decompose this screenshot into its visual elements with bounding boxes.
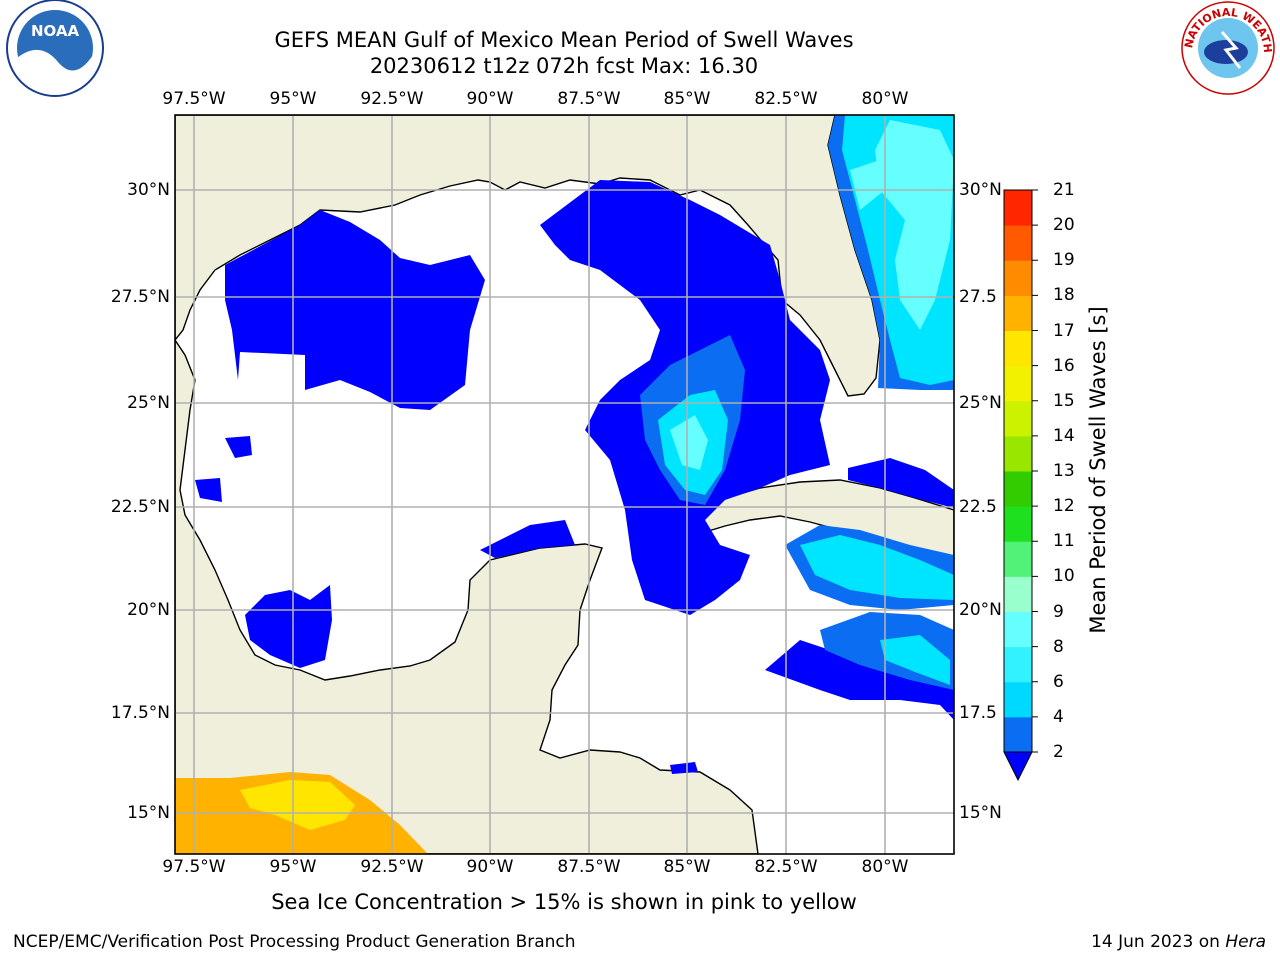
- colorbar: [1003, 189, 1038, 782]
- lat-label: 25°N: [959, 393, 1002, 413]
- colorbar-tick-label: 21: [1053, 180, 1075, 200]
- lat-label: 27.5: [959, 287, 997, 307]
- svg-text:NOAA: NOAA: [31, 22, 80, 40]
- colorbar-tick-label: 13: [1053, 461, 1075, 481]
- map-title: GEFS MEAN Gulf of Mexico Mean Period of …: [274, 28, 854, 52]
- lat-label: 15°N: [959, 803, 1002, 823]
- lon-label: 97.5°W: [162, 857, 226, 877]
- lon-label: 90°W: [466, 857, 514, 877]
- colorbar-segment: [1004, 190, 1032, 226]
- colorbar-segment: [1004, 576, 1032, 612]
- lat-label: 17.5°N: [110, 703, 170, 723]
- footer-timestamp: 14 Jun 2023 on Hera: [1091, 932, 1266, 952]
- map-frame: [174, 114, 955, 855]
- lon-label: 82.5°W: [754, 857, 818, 877]
- lon-label: 82.5°W: [754, 89, 818, 109]
- colorbar-segment: [1004, 295, 1032, 331]
- colorbar-segment: [1004, 400, 1032, 437]
- colorbar-segment: [1004, 365, 1032, 402]
- colorbar-segment: [1004, 260, 1032, 296]
- lon-label: 92.5°W: [360, 89, 424, 109]
- colorbar-segment: [1004, 435, 1032, 472]
- lon-label: 92.5°W: [360, 857, 424, 877]
- colorbar-tick-label: 8: [1053, 636, 1064, 657]
- colorbar-segment: [1004, 225, 1032, 261]
- lon-label: 90°W: [466, 89, 514, 109]
- lon-label: 97.5°W: [162, 89, 226, 109]
- colorbar-tick-label: 17: [1053, 320, 1075, 341]
- lon-label: 87.5°W: [557, 857, 621, 877]
- colorbar-segment: [1004, 646, 1032, 683]
- map-subtitle: 20230612 t12z 072h fcst Max: 16.30: [369, 54, 759, 78]
- lat-label: 20°N: [127, 600, 170, 620]
- colorbar-tick-label: 6: [1053, 671, 1064, 692]
- lon-label: 87.5°W: [557, 89, 621, 109]
- colorbar-segment: [1004, 681, 1032, 718]
- lat-label: 22.5°N: [110, 497, 170, 517]
- swell-period-8s: [670, 120, 954, 470]
- lon-label: 80°W: [861, 89, 909, 109]
- lon-label: 85°W: [663, 857, 711, 877]
- ice-note: Sea Ice Concentration > 15% is shown in …: [271, 890, 857, 914]
- colorbar-tick-label: 18: [1053, 285, 1075, 306]
- svg-text:NATIONAL WEATHER SERVICE: NATIONAL WEATHER SERVICE: [0, 0, 1274, 53]
- colorbar-tick-label: 12: [1053, 496, 1075, 517]
- nws-logo: NATIONAL WEATHER SERVICE: [0, 0, 1275, 95]
- colorbar-tick-label: 11: [1053, 531, 1075, 552]
- lat-label: 15°N: [127, 803, 170, 823]
- colorbar-tick-label: 19: [1053, 250, 1075, 271]
- colorbar-tick-label: 20: [1053, 215, 1075, 236]
- colorbar-extend-arrow: [1003, 751, 1033, 782]
- lat-label: 22.5: [959, 497, 997, 517]
- footer-credit: NCEP/EMC/Verification Post Processing Pr…: [13, 932, 576, 952]
- noaa-logo: NOAA: [6, 0, 104, 97]
- colorbar-tick-label: 2: [1053, 742, 1064, 762]
- lat-label: 27.5°N: [110, 287, 170, 307]
- colorbar-segment: [1004, 506, 1032, 542]
- colorbar-segment: [1004, 541, 1032, 577]
- colorbar-segment: [1004, 716, 1032, 753]
- lat-label: 25°N: [127, 393, 170, 413]
- lat-label: 17.5: [959, 703, 997, 723]
- colorbar-tick-label: 4: [1053, 706, 1064, 727]
- ice-region-yellow: [240, 780, 355, 830]
- colorbar-tick-label: 10: [1053, 566, 1075, 587]
- colorbar-tick-label: 9: [1053, 601, 1064, 622]
- graticule: [175, 115, 954, 854]
- colorbar-segment: [1004, 611, 1032, 648]
- colorbar-segment: [1004, 471, 1032, 507]
- land-mexico: [175, 338, 759, 854]
- colorbar-tick-label: 16: [1053, 355, 1075, 376]
- colorbar-label: Mean Period of Swell Waves [s]: [1086, 306, 1110, 634]
- lat-label: 30°N: [127, 180, 170, 200]
- lon-label: 95°W: [269, 89, 317, 109]
- colorbar-tick-label: 14: [1053, 425, 1075, 446]
- lat-label: 20°N: [959, 600, 1002, 620]
- colorbar-tick-label: 15: [1053, 390, 1075, 411]
- land-usa: [175, 115, 881, 397]
- lon-label: 85°W: [663, 89, 711, 109]
- lon-label: 80°W: [861, 857, 909, 877]
- lat-label: 30°N: [959, 180, 1002, 200]
- colorbar-segment: [1004, 330, 1032, 367]
- lon-label: 95°W: [269, 857, 317, 877]
